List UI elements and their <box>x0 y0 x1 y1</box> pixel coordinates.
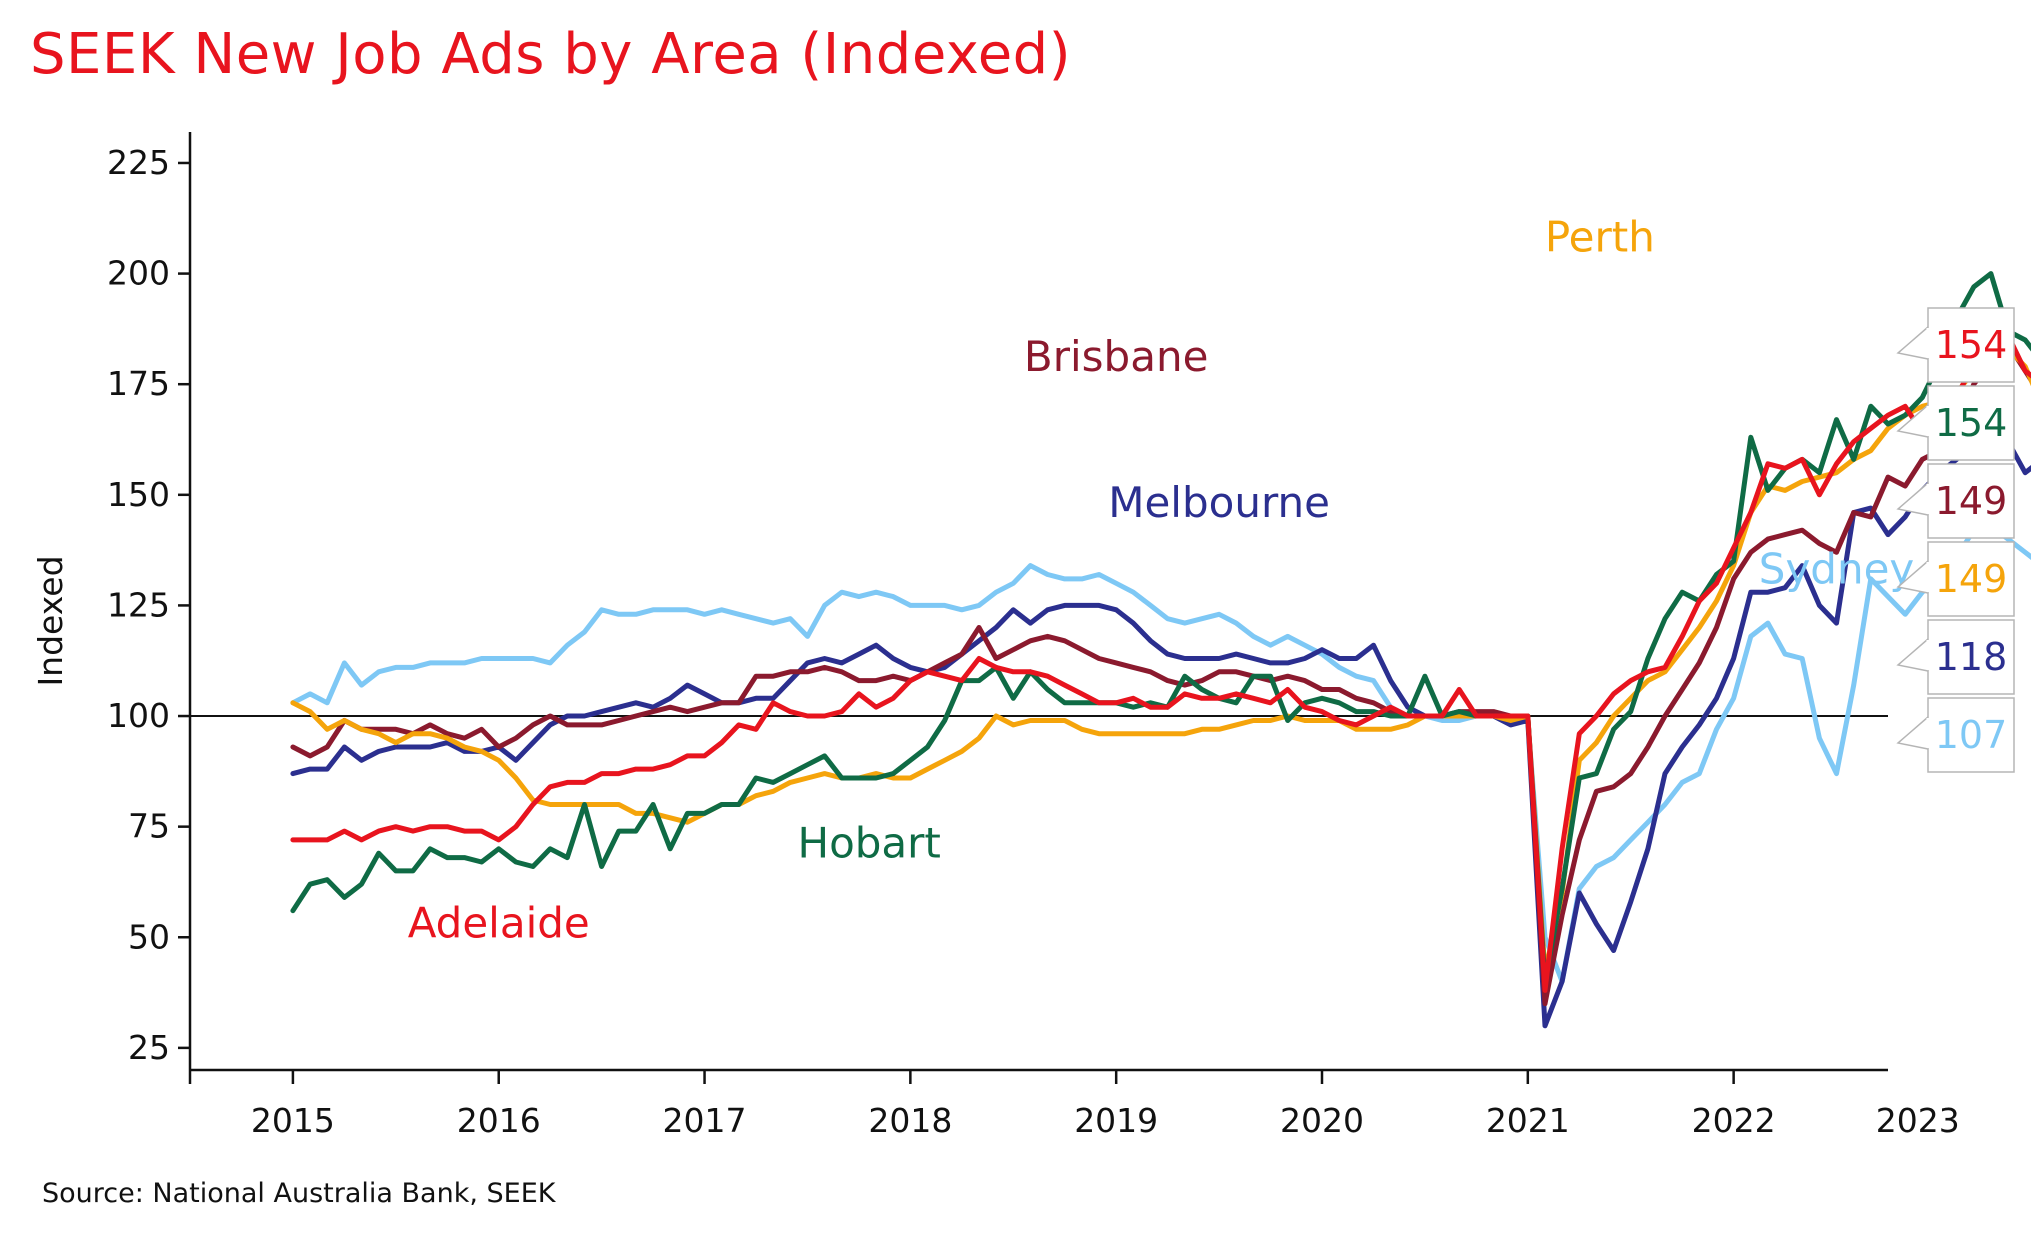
line-chart: 25 50 75 100 125 150 175 200 225 Indexed 2015 2016 2… <box>31 132 2031 1140</box>
series-layer <box>290 271 2031 1029</box>
end-label-pointer-adelaide <box>1896 326 1929 360</box>
y-tick-label-100: 100 <box>107 696 170 735</box>
end-label-pointer-brisbane <box>1896 482 1929 516</box>
x-tick-label-2018: 2018 <box>868 1101 952 1140</box>
series-label-sydney: Sydney <box>1759 544 1915 593</box>
end-label-text-brisbane: 149 <box>1935 479 2008 523</box>
end-label-pointer-hobart <box>1896 404 1929 438</box>
y-tick-label-125: 125 <box>107 585 170 624</box>
series-line-adelaide <box>290 333 2031 993</box>
series-label-adelaide: Adelaide <box>408 898 590 947</box>
end-label-box-melbourne <box>1927 619 2015 695</box>
series-label-hobart: Hobart <box>797 819 940 868</box>
series-line-sydney <box>290 523 2031 984</box>
y-tick-label-150: 150 <box>107 475 170 514</box>
end-label-pointer-melbourne <box>1896 638 1929 672</box>
end-label-box-hobart <box>1927 385 2015 461</box>
y-tick-label-200: 200 <box>107 254 170 293</box>
end-label-brisbane: 149 <box>1896 463 2015 539</box>
y-axis-title: Indexed <box>31 555 70 686</box>
end-label-text-hobart: 154 <box>1935 401 2008 445</box>
y-tick-label-50: 50 <box>128 917 170 956</box>
end-label-box-perth <box>1927 541 2015 617</box>
end-label-pointer-perth <box>1896 560 1929 594</box>
label-layer: Sydney Melbourne Brisbane Perth Hobart Adelai… <box>408 212 2015 947</box>
y-tick-label-75: 75 <box>128 807 170 846</box>
series-line-melbourne <box>290 425 2031 1029</box>
x-tick-label-2021: 2021 <box>1486 1101 1570 1140</box>
y-tick-label-225: 225 <box>107 143 170 182</box>
end-label-text-sydney: 107 <box>1935 713 2008 757</box>
y-tick-label-175: 175 <box>107 364 170 403</box>
end-label-box-brisbane <box>1927 463 2015 539</box>
x-tick-label-2017: 2017 <box>663 1101 747 1140</box>
x-tick-label-2016: 2016 <box>457 1101 541 1140</box>
series-line-perth <box>290 346 2031 976</box>
end-label-pointer-sydney <box>1896 716 1929 750</box>
end-label-hobart: 154 <box>1896 385 2015 461</box>
series-label-brisbane: Brisbane <box>1024 332 1209 381</box>
series-label-melbourne: Melbourne <box>1108 478 1330 527</box>
x-tick-label-2015: 2015 <box>251 1101 335 1140</box>
chart-title: SEEK New Job Ads by Area (Indexed) <box>30 22 1072 87</box>
source-note: Source: National Australia Bank, SEEK <box>42 1178 556 1209</box>
end-label-adelaide: 154 <box>1896 307 2015 383</box>
end-label-melbourne: 118 <box>1896 619 2015 695</box>
end-label-sydney: 107 <box>1896 697 2015 773</box>
end-label-box-adelaide <box>1927 307 2015 383</box>
end-label-box-sydney <box>1927 697 2015 773</box>
end-label-perth: 149 <box>1896 541 2015 617</box>
x-tick-label-2023: 2023 <box>1876 1101 1960 1140</box>
series-line-brisbane <box>290 341 2031 1007</box>
end-label-text-adelaide: 154 <box>1935 323 2008 367</box>
end-label-text-melbourne: 118 <box>1935 635 2008 679</box>
series-line-hobart <box>290 271 2031 984</box>
x-tick-label-2022: 2022 <box>1692 1101 1776 1140</box>
x-tick-label-2019: 2019 <box>1074 1101 1158 1140</box>
axis-layer: 25 50 75 100 125 150 175 200 225 Indexed 2015 2016 2… <box>31 132 1960 1140</box>
y-tick-label-25: 25 <box>128 1028 170 1067</box>
series-label-perth: Perth <box>1545 212 1655 261</box>
x-tick-label-2020: 2020 <box>1280 1101 1364 1140</box>
end-label-text-perth: 149 <box>1935 557 2008 601</box>
